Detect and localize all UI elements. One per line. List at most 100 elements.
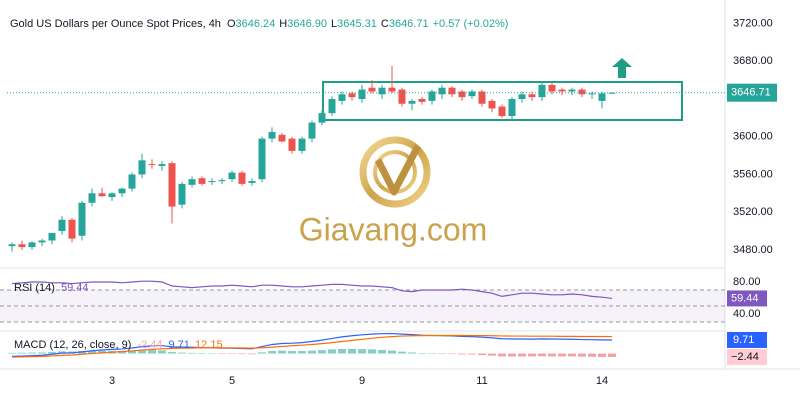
macd-histogram-bar: [278, 350, 286, 354]
macd-histogram-bar: [98, 350, 106, 354]
candle-body: [518, 94, 526, 100]
candle-body: [328, 99, 336, 114]
macd-histogram-bar: [218, 353, 226, 355]
candle-body: [398, 89, 406, 104]
macd-histogram-bar: [608, 353, 616, 357]
candle-body: [378, 87, 386, 95]
candle-body: [138, 160, 146, 175]
macd-histogram-bar: [118, 350, 126, 354]
candle-body: [318, 113, 326, 123]
candle-body: [198, 178, 206, 184]
candle-body: [548, 84, 556, 92]
macd-histogram-bar: [498, 353, 506, 357]
legend-value: 3645.31: [337, 18, 377, 30]
macd-signal-value: 12.15: [195, 339, 223, 351]
legend-key: H: [279, 18, 287, 30]
x-tick-label: 3: [109, 375, 115, 387]
candle-body: [558, 89, 566, 92]
candle-body: [498, 106, 506, 116]
macd-histogram-bar: [128, 350, 136, 354]
candle-body: [478, 91, 486, 104]
macd-histogram-bar: [268, 350, 276, 354]
candle-body: [208, 181, 216, 183]
macd-histogram-bar: [158, 350, 166, 354]
candle-body: [168, 163, 176, 207]
macd-histogram-bar: [8, 352, 16, 354]
macd-histogram-bar: [328, 349, 336, 354]
macd-histogram-bar: [548, 353, 556, 357]
current-price-label: 3646.71: [731, 87, 771, 99]
macd-histogram-bar: [248, 353, 256, 355]
candle-body: [28, 242, 36, 248]
y-tick-label: 3680.00: [733, 55, 773, 67]
macd-hist-value: -2.44: [137, 339, 162, 351]
rsi-tick-label: 40.00: [733, 308, 761, 320]
candle-body: [118, 188, 126, 194]
macd-legend: MACD (12, 26, close, 9) -2.44 9.71 12.15: [14, 339, 223, 351]
y-tick-label: 3560.00: [733, 168, 773, 180]
macd-histogram-bar: [238, 353, 246, 355]
candle-body: [608, 92, 616, 94]
macd-histogram-bar: [378, 349, 386, 354]
x-tick-label: 9: [359, 375, 365, 387]
macd-macd-line: [11, 332, 613, 357]
candle-body: [308, 122, 316, 139]
macd-histogram-bar: [458, 353, 466, 355]
y-tick-label: 3480.00: [733, 244, 773, 256]
candle-body: [98, 193, 106, 197]
candle-body: [298, 138, 306, 151]
macd-histogram-bar: [148, 350, 156, 354]
macd-name: MACD (12, 26, close, 9): [14, 339, 131, 351]
candle-body: [358, 89, 366, 100]
rsi-value-label: 59.44: [731, 292, 759, 304]
macd-histogram-bar: [208, 353, 216, 355]
legend-key: C: [381, 18, 389, 30]
macd-histogram-bar: [318, 350, 326, 354]
candle-body: [68, 219, 76, 239]
macd-value-label: 9.71: [733, 334, 754, 346]
range-box: [322, 81, 683, 121]
rsi-tick-label: 80.00: [733, 276, 761, 288]
candle-body: [598, 93, 606, 101]
macd-histogram-bar: [478, 353, 486, 356]
macd-histogram-bar: [178, 352, 186, 354]
x-tick-label: 5: [229, 375, 235, 387]
macd-histogram-bar: [368, 349, 376, 354]
candle-body: [58, 219, 66, 232]
macd-histogram-bar: [58, 351, 66, 354]
x-tick-label: 11: [476, 375, 487, 387]
candle-body: [288, 138, 296, 151]
macd-histogram-bar: [288, 351, 296, 354]
macd-histogram-bar: [138, 350, 146, 354]
candle-body: [218, 180, 226, 182]
candle-body: [158, 164, 166, 166]
candle-body: [338, 94, 346, 101]
macd-hist-box: [727, 348, 767, 365]
candle-body: [568, 89, 576, 92]
candle-body: [18, 244, 26, 248]
legend-value: 3646.90: [287, 18, 327, 30]
candle-body: [248, 181, 256, 183]
candle-body: [48, 232, 56, 241]
y-tick-label: 3520.00: [733, 206, 773, 218]
macd-histogram-bar: [28, 352, 36, 354]
candle-body: [88, 193, 96, 203]
rsi-value-box: [727, 290, 767, 307]
macd-histogram-bar: [528, 353, 536, 357]
macd-histogram-bar: [398, 351, 406, 354]
macd-histogram-bar: [308, 350, 316, 354]
macd-histogram-bar: [598, 353, 606, 357]
candle-body: [268, 132, 276, 139]
watermark-logo: [359, 136, 431, 208]
macd-histogram-bar: [568, 353, 576, 357]
candle-body: [508, 99, 516, 116]
candle-body: [368, 87, 376, 92]
macd-histogram-bar: [348, 348, 356, 354]
macd-histogram-bar: [48, 351, 56, 354]
candle-body: [428, 91, 436, 101]
macd-histogram-bar: [18, 352, 26, 354]
current-price-box: [727, 83, 777, 102]
candle-body: [448, 87, 456, 95]
